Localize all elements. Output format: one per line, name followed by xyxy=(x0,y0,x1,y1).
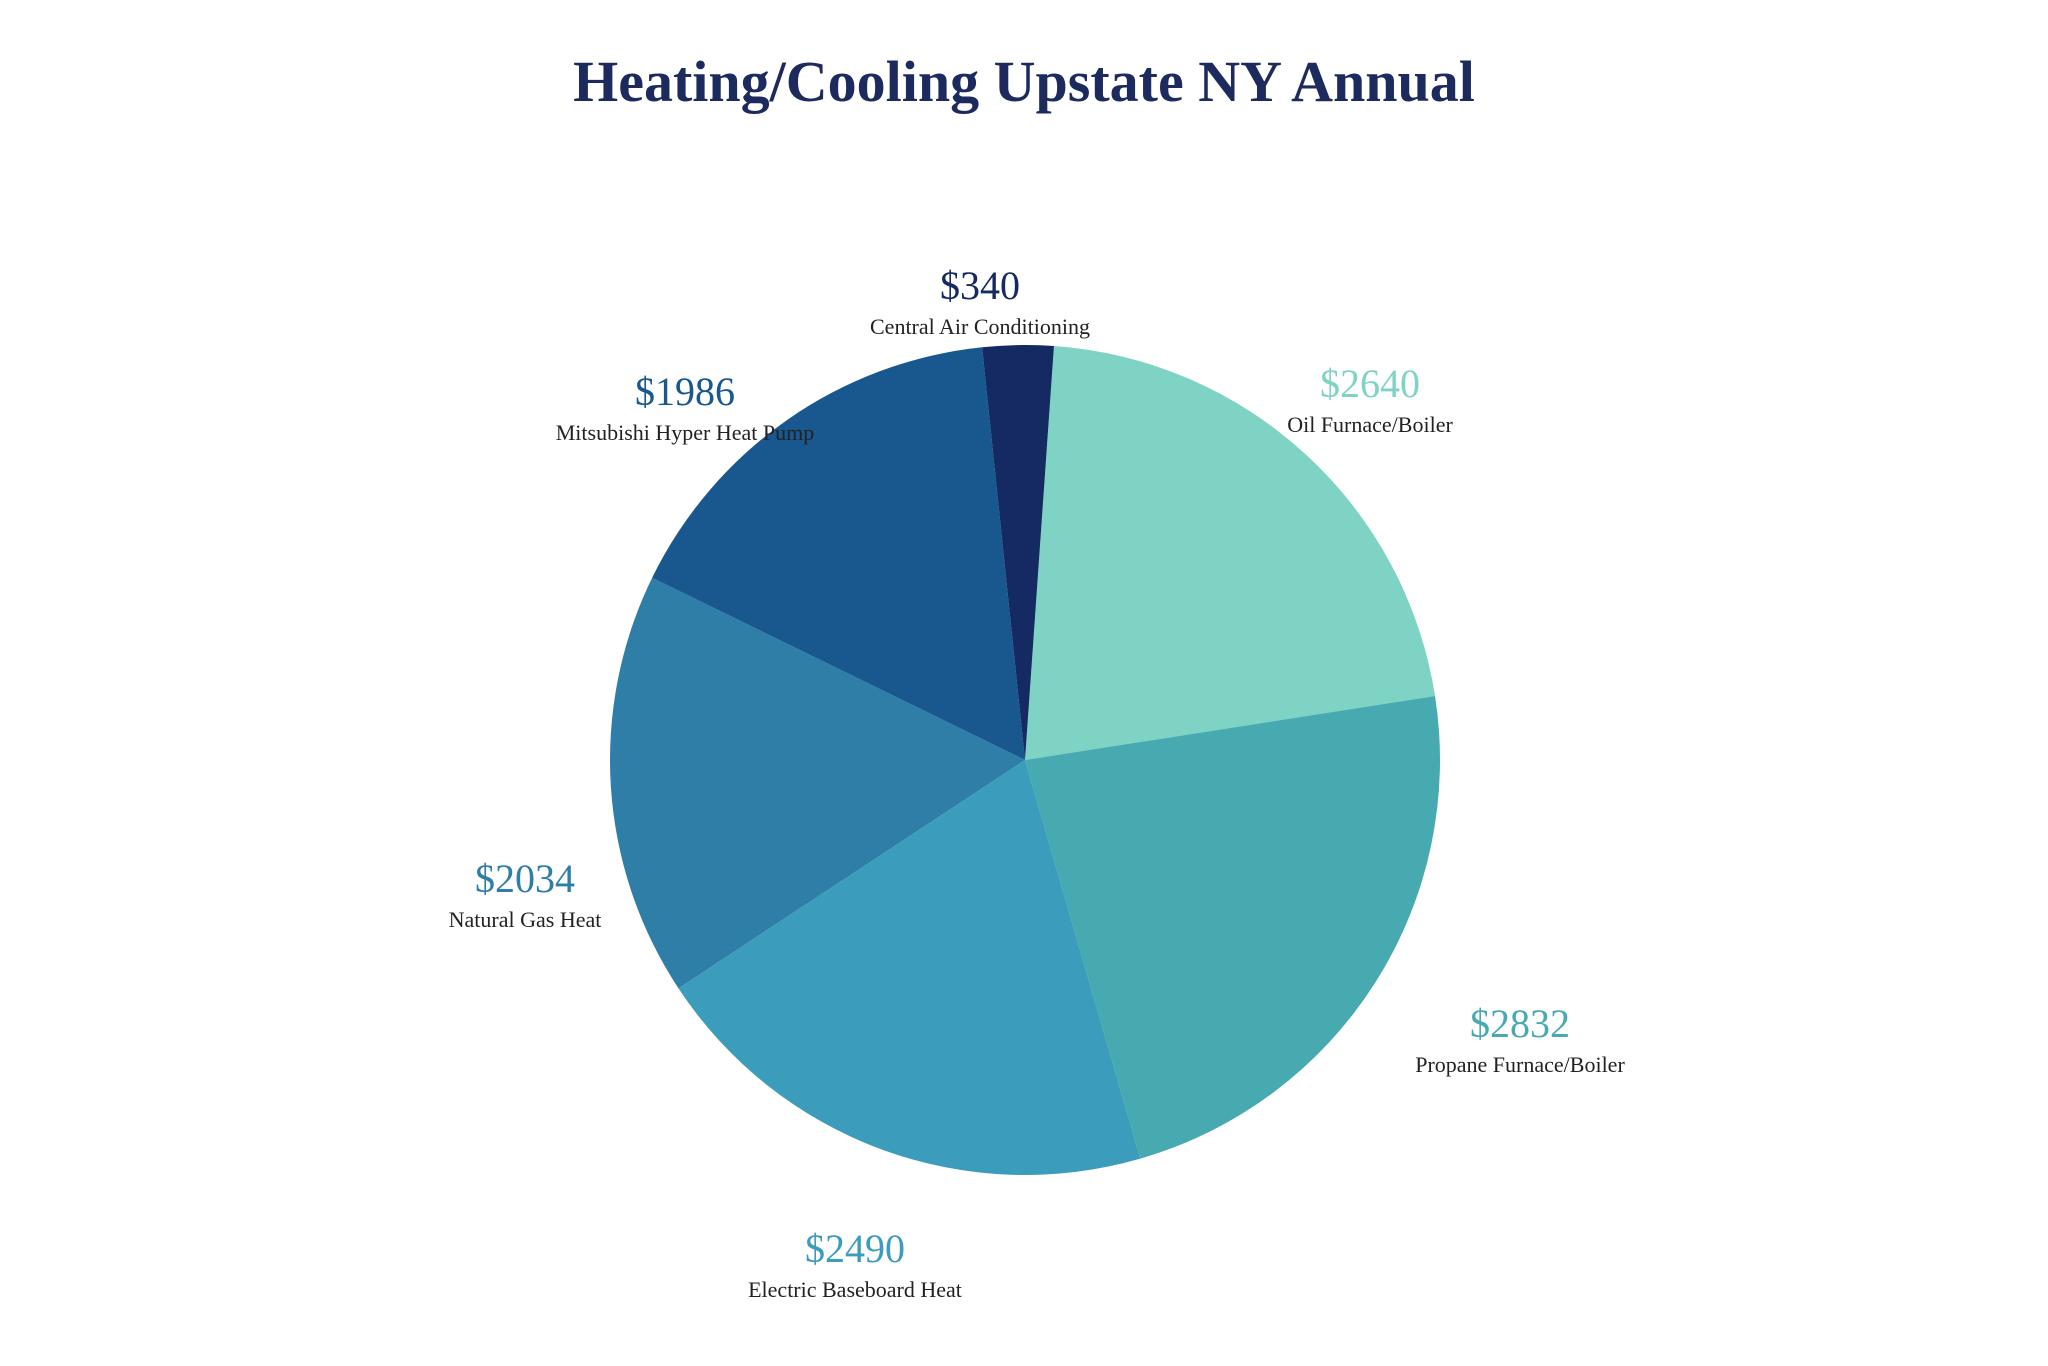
slice-value-1: $2832 xyxy=(1415,1002,1625,1046)
slice-value-2: $2490 xyxy=(748,1227,962,1271)
slice-label-2: $2490 Electric Baseboard Heat xyxy=(748,1227,962,1303)
slice-name-0: Oil Furnace/Boiler xyxy=(1287,412,1453,438)
slice-name-1: Propane Furnace/Boiler xyxy=(1415,1052,1625,1078)
chart-container: Heating/Cooling Upstate NY Annual $2640 O… xyxy=(0,0,2048,1366)
slice-label-0: $2640 Oil Furnace/Boiler xyxy=(1287,362,1453,438)
slice-name-3: Natural Gas Heat xyxy=(449,907,602,933)
slice-name-2: Electric Baseboard Heat xyxy=(748,1277,962,1303)
slice-label-4: $1986 Mitsubishi Hyper Heat Pump xyxy=(556,370,815,446)
slice-value-0: $2640 xyxy=(1287,362,1453,406)
chart-title: Heating/Cooling Upstate NY Annual xyxy=(0,48,2048,115)
pie-chart xyxy=(610,345,1440,1175)
slice-value-3: $2034 xyxy=(449,857,602,901)
slice-name-5: Central Air Conditioning xyxy=(870,314,1090,340)
slice-value-5: $340 xyxy=(870,264,1090,308)
slice-label-1: $2832 Propane Furnace/Boiler xyxy=(1415,1002,1625,1078)
slice-label-3: $2034 Natural Gas Heat xyxy=(449,857,602,933)
slice-name-4: Mitsubishi Hyper Heat Pump xyxy=(556,420,815,446)
slice-value-4: $1986 xyxy=(556,370,815,414)
slice-label-5: $340 Central Air Conditioning xyxy=(870,264,1090,340)
